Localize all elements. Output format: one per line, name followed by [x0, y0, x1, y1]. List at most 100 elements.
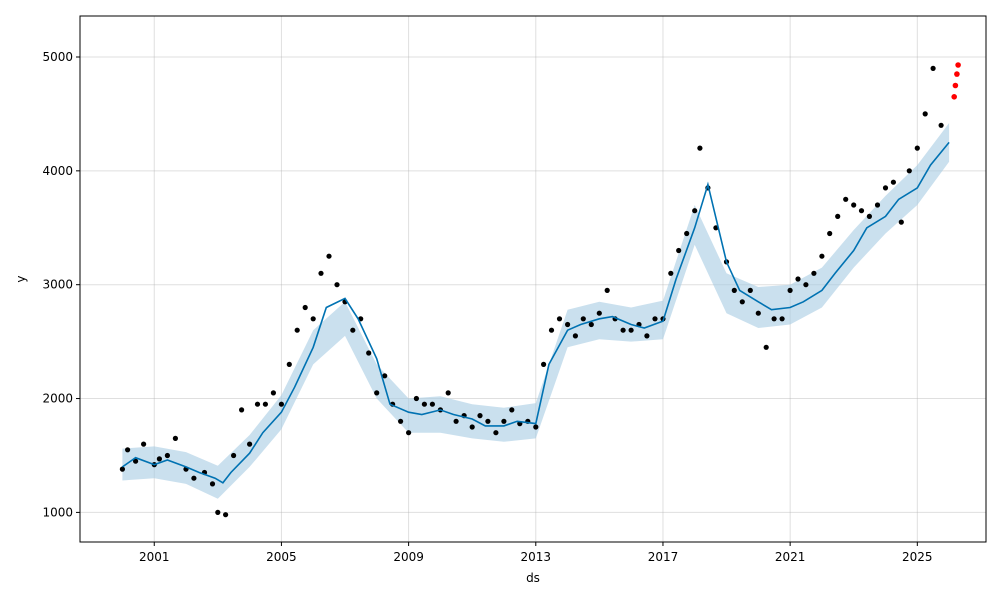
observed-point	[548, 327, 555, 333]
observed-point	[596, 310, 602, 316]
observed-point	[119, 466, 125, 472]
observed-point	[509, 407, 515, 413]
x-tick-label: 2001	[139, 550, 170, 564]
observed-point	[318, 270, 324, 276]
x-axis-ticks: 2001 2005 2009 2013 2017 2021 2025	[139, 542, 933, 564]
observed-point	[565, 321, 571, 328]
forecast-line	[121, 141, 950, 484]
observed-point	[938, 122, 944, 128]
observed-point	[779, 316, 785, 322]
observed-point	[556, 316, 563, 322]
observed-point	[270, 390, 276, 396]
observed-point	[533, 424, 539, 430]
observed-point	[851, 202, 857, 208]
observed-point	[747, 287, 753, 293]
observed-point	[191, 475, 197, 481]
observed-point	[731, 287, 737, 293]
observed-point	[172, 435, 178, 441]
observed-point	[223, 512, 229, 518]
observed-point	[209, 481, 216, 487]
observed-point	[286, 361, 292, 367]
observed-point	[882, 185, 889, 191]
x-axis-label: ds	[526, 571, 540, 585]
y-tick-label: 4000	[42, 164, 73, 178]
observed-point	[795, 276, 801, 282]
observed-point	[843, 196, 849, 202]
observed-point	[684, 230, 690, 237]
y-tick-label: 5000	[42, 50, 73, 64]
observed-point	[588, 321, 594, 328]
observed-point	[477, 413, 483, 419]
observed-point	[215, 509, 221, 515]
observed-point	[922, 111, 928, 117]
y-axis-ticks: 1000 2000 3000 4000 5000	[42, 50, 80, 519]
x-tick-label: 2021	[775, 550, 806, 564]
observed-point	[493, 430, 499, 436]
observed-point	[231, 452, 237, 459]
y-axis-label: y	[14, 275, 28, 282]
test-point	[954, 71, 960, 77]
observed-point	[697, 145, 703, 151]
y-tick-label: 2000	[42, 392, 73, 406]
observed-point	[572, 333, 579, 339]
x-tick-label: 2009	[393, 550, 424, 564]
x-tick-label: 2005	[266, 550, 297, 564]
observed-point	[501, 418, 507, 424]
observed-point	[739, 299, 745, 305]
observed-point	[374, 390, 380, 396]
observed-point	[125, 447, 131, 453]
observed-point	[604, 287, 610, 293]
observed-point	[141, 441, 147, 447]
x-tick-label: 2025	[902, 550, 933, 564]
observed-point	[644, 333, 650, 339]
test-point	[951, 94, 957, 100]
observed-point	[620, 327, 626, 333]
observed-point	[366, 350, 372, 356]
observed-point	[398, 418, 404, 424]
test-point	[952, 82, 959, 89]
observed-point	[294, 327, 300, 333]
observed-point	[156, 456, 162, 462]
observed-point	[898, 219, 904, 225]
x-tick-label: 2017	[648, 550, 679, 564]
observed-point	[914, 145, 920, 151]
observed-point	[278, 401, 284, 407]
observed-point	[827, 230, 833, 237]
observed-point	[890, 179, 897, 185]
observed-point	[413, 395, 419, 402]
observed-point	[254, 401, 261, 407]
observed-point	[164, 452, 170, 459]
y-tick-label: 1000	[42, 505, 73, 519]
observed-point	[382, 373, 388, 379]
observed-point	[787, 287, 793, 293]
observed-point	[429, 401, 435, 407]
observed-point	[755, 310, 761, 316]
observed-point	[350, 327, 356, 333]
observed-point	[866, 213, 873, 219]
observed-point	[469, 424, 475, 430]
test-point	[955, 62, 961, 68]
observed-point	[302, 304, 308, 311]
observed-point	[628, 327, 634, 333]
observed-point	[310, 316, 316, 322]
observed-point	[668, 270, 674, 276]
observed-point	[930, 65, 936, 71]
forecast-line-path	[121, 141, 950, 484]
observed-point	[771, 316, 777, 322]
observed-point	[874, 202, 881, 208]
observed-point	[652, 316, 658, 322]
observed-point	[676, 247, 682, 254]
observed-point	[334, 282, 340, 288]
observed-point	[485, 418, 491, 424]
observed-point	[692, 208, 698, 214]
observed-point	[819, 253, 825, 259]
observed-point	[906, 168, 912, 174]
observed-point	[541, 361, 547, 367]
observed-point	[326, 253, 332, 259]
test-points	[951, 62, 961, 100]
observed-point	[580, 316, 586, 322]
observed-point	[262, 401, 268, 407]
observed-point	[133, 458, 139, 464]
